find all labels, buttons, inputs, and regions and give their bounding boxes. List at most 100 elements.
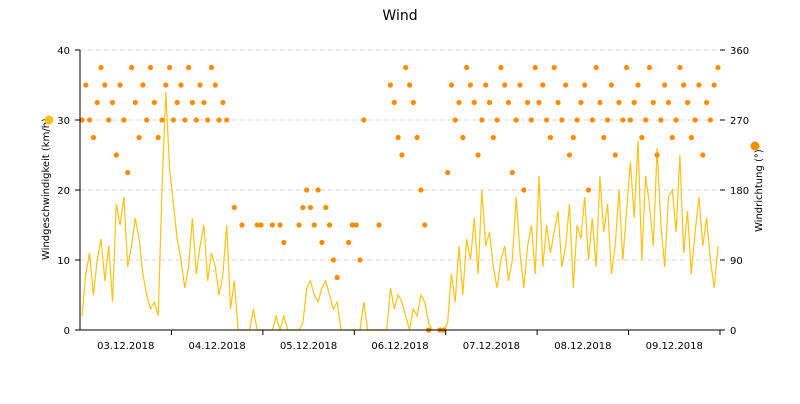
direction-point [604, 117, 611, 123]
direction-point [231, 204, 237, 211]
direction-point [505, 99, 512, 106]
direction-point [87, 117, 93, 123]
direction-point [330, 257, 336, 263]
y-left-tick-label: 20 [57, 186, 70, 197]
y-right-tick-label: 270 [730, 116, 749, 127]
direction-point [212, 82, 218, 88]
direction-point [578, 99, 584, 106]
direction-point [563, 82, 569, 88]
direction-point [483, 82, 489, 88]
direction-point [669, 134, 675, 141]
direction-point [182, 117, 188, 123]
direction-point [654, 152, 660, 158]
direction-point [551, 64, 557, 71]
direction-point [307, 204, 314, 211]
direction-point [509, 169, 515, 176]
direction-point [490, 134, 496, 141]
direction-point [151, 99, 157, 106]
direction-point [140, 82, 146, 88]
direction-point [239, 222, 245, 228]
direction-point [117, 82, 123, 88]
direction-point [570, 134, 576, 141]
legend-speed-marker[interactable] [44, 115, 54, 125]
direction-point [612, 152, 618, 158]
direction-point [684, 99, 691, 106]
direction-point [254, 222, 260, 228]
legend-direction-marker[interactable] [750, 141, 760, 151]
direction-point [650, 99, 656, 106]
direction-point [178, 82, 184, 88]
direction-point [147, 64, 154, 71]
direction-point [479, 117, 485, 123]
direction-point [269, 222, 276, 228]
direction-point [406, 82, 413, 88]
direction-point [208, 64, 215, 71]
y-left-tick-label: 0 [64, 326, 70, 337]
direction-point [326, 222, 333, 228]
direction-point [513, 117, 519, 123]
direction-point [391, 99, 397, 106]
direction-point [334, 274, 340, 281]
direction-point [616, 99, 622, 106]
direction-point [559, 117, 565, 123]
direction-point [502, 82, 508, 88]
direction-point [345, 239, 352, 246]
x-tick-label: 04.12.2018 [189, 341, 246, 352]
direction-point [136, 134, 142, 141]
direction-point [467, 82, 474, 88]
direction-point [696, 82, 702, 88]
direction-point [601, 134, 607, 141]
direction-point [399, 152, 405, 158]
direction-point [486, 99, 493, 106]
direction-point [620, 117, 626, 123]
direction-point [445, 169, 451, 176]
direction-point [357, 257, 363, 263]
direction-series [79, 64, 721, 333]
direction-point [544, 117, 550, 123]
direction-point [456, 99, 462, 106]
direction-point [144, 117, 150, 123]
direction-point [315, 187, 321, 193]
direction-point [639, 134, 645, 141]
direction-point [658, 117, 664, 123]
direction-point [387, 82, 394, 88]
direction-point [631, 99, 637, 106]
direction-point [536, 99, 542, 106]
direction-point [296, 222, 302, 228]
direction-point [460, 134, 466, 141]
direction-point [528, 117, 534, 123]
x-tick-label: 03.12.2018 [97, 341, 154, 352]
direction-point [79, 117, 85, 123]
direction-point [715, 64, 721, 71]
direction-point [163, 82, 169, 88]
direction-point [277, 222, 283, 228]
direction-point [555, 99, 561, 106]
direction-point [353, 222, 359, 228]
y-left-label: Windgeschwindigkeit (km/h) [41, 118, 52, 260]
direction-point [540, 82, 546, 88]
direction-point [189, 99, 196, 106]
y-left-tick-label: 10 [57, 256, 70, 267]
direction-point [677, 64, 683, 71]
direction-point [414, 134, 420, 141]
direction-point [258, 222, 264, 228]
direction-point [681, 82, 687, 88]
direction-point [711, 82, 717, 88]
direction-point [98, 64, 104, 71]
direction-point [643, 117, 649, 123]
direction-point [471, 99, 477, 106]
direction-point [403, 64, 409, 71]
direction-point [585, 187, 592, 193]
direction-point [186, 64, 192, 71]
y-left-tick-label: 30 [57, 116, 70, 127]
direction-point [475, 152, 481, 158]
direction-point [597, 99, 603, 106]
speed-line [81, 91, 719, 333]
direction-point [102, 82, 108, 88]
direction-point [395, 134, 401, 141]
direction-point [703, 99, 710, 106]
y-right-tick-label: 0 [730, 326, 736, 337]
direction-point [193, 117, 199, 123]
direction-point [448, 82, 455, 88]
